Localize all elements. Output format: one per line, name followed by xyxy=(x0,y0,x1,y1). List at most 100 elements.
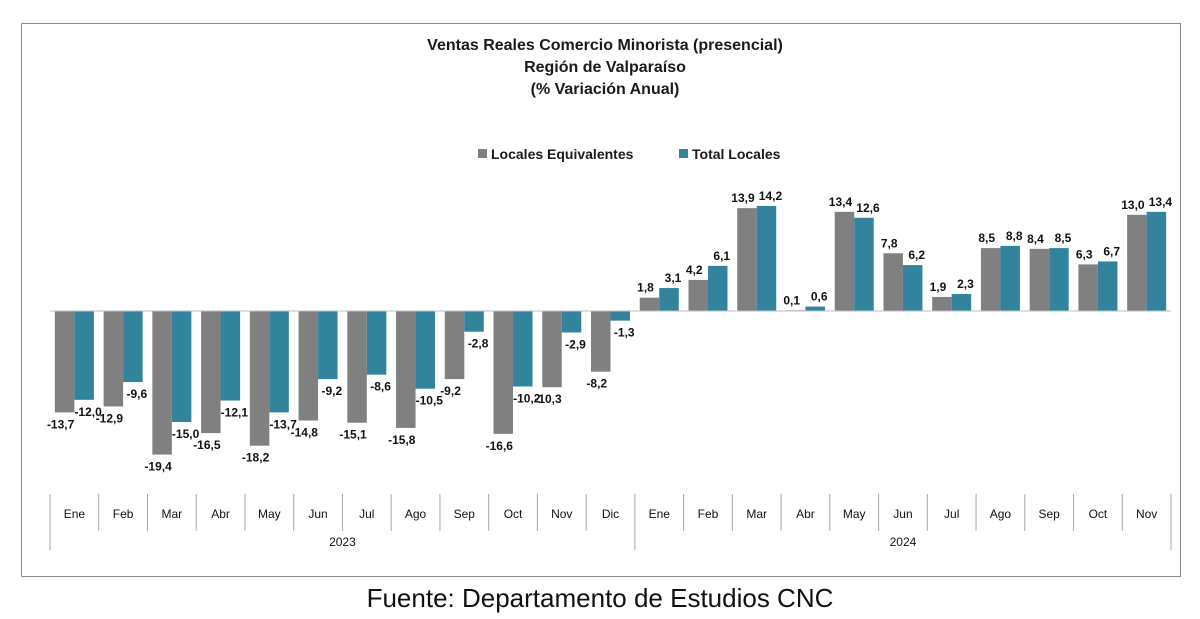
tick-label-5: May xyxy=(258,507,281,521)
data-label-s1-18: 7,8 xyxy=(881,236,898,250)
tick-label-20: Ago xyxy=(990,507,1012,521)
data-label-s1-12: -8,2 xyxy=(586,377,607,391)
bar-s1-17 xyxy=(834,211,855,311)
bar-s2-7 xyxy=(366,311,387,375)
bar-s2-21 xyxy=(1049,248,1069,311)
chart-title: Ventas Reales Comercio Minorista (presen… xyxy=(427,37,783,98)
data-label-s1-14: 4,2 xyxy=(686,263,703,277)
bar-s2-22 xyxy=(1097,261,1118,311)
bar-s1-18 xyxy=(883,253,903,311)
chart-frame xyxy=(21,23,1181,577)
tick-label-13: Ene xyxy=(649,507,671,521)
data-label-s2-9: -2,8 xyxy=(468,337,489,351)
bar-s2-15 xyxy=(756,205,777,311)
data-labels: -13,7-12,0-12,9-9,6-19,4-15,0-16,5-12,1-… xyxy=(47,189,1172,474)
data-label-s2-18: 6,2 xyxy=(908,248,925,262)
data-label-s1-7: -15,1 xyxy=(339,428,367,442)
tick-label-6: Jun xyxy=(308,507,327,521)
bar-s1-4 xyxy=(201,311,221,434)
tick-label-9: Sep xyxy=(454,507,476,521)
data-label-s2-19: 2,3 xyxy=(957,277,974,291)
tick-label-1: Ene xyxy=(64,507,86,521)
bar-s2-3 xyxy=(171,311,192,422)
data-label-s1-22: 6,3 xyxy=(1076,247,1093,261)
tick-label-19: Jul xyxy=(944,507,959,521)
data-label-s2-3: -15,0 xyxy=(172,427,200,441)
data-label-s2-16: 0,6 xyxy=(811,290,828,304)
data-label-s2-20: 8,8 xyxy=(1006,229,1023,243)
group-label-1: 2023 xyxy=(329,535,356,549)
tick-label-8: Ago xyxy=(405,507,427,521)
bar-s2-18 xyxy=(902,265,923,311)
data-label-s1-8: -15,8 xyxy=(388,433,416,447)
data-label-s2-14: 6,1 xyxy=(713,249,730,263)
bar-s2-4 xyxy=(220,311,241,401)
data-label-s2-5: -13,7 xyxy=(269,417,297,431)
data-label-s2-8: -10,5 xyxy=(416,394,444,408)
data-label-s1-13: 1,8 xyxy=(637,281,654,295)
data-label-s2-23: 13,4 xyxy=(1149,195,1173,209)
bar-s1-3 xyxy=(152,311,172,455)
data-label-s2-7: -8,6 xyxy=(370,380,391,394)
data-label-s2-13: 3,1 xyxy=(665,271,682,285)
data-label-s2-17: 12,6 xyxy=(856,201,880,215)
data-label-s1-4: -16,5 xyxy=(193,438,221,452)
tick-label-12: Dic xyxy=(602,507,619,521)
title-line-2: Región de Valparaíso xyxy=(524,59,686,76)
data-label-s1-10: -16,6 xyxy=(486,439,514,453)
bar-s1-1 xyxy=(54,311,75,413)
data-label-s2-2: -9,6 xyxy=(127,387,148,401)
bar-s2-2 xyxy=(123,311,143,383)
data-label-s1-15: 13,9 xyxy=(731,191,755,205)
bar-s1-9 xyxy=(444,311,465,380)
bar-s1-15 xyxy=(737,208,757,311)
bar-s1-23 xyxy=(1127,214,1147,311)
tick-label-23: Nov xyxy=(1136,507,1157,521)
data-label-s1-16: 0,1 xyxy=(783,293,800,307)
legend-label-1: Locales Equivalentes xyxy=(491,146,634,162)
bar-s2-23 xyxy=(1146,211,1167,311)
data-label-s2-12: -1,3 xyxy=(614,326,635,340)
data-label-s2-11: -2,9 xyxy=(565,337,586,351)
bar-s1-12 xyxy=(591,311,611,372)
data-label-s2-22: 6,7 xyxy=(1103,244,1120,258)
bar-s2-9 xyxy=(464,311,484,332)
x-axis: Ene Feb Mar Abr May Jun Jul Ago Sep Oct Nov Dic Ene F… xyxy=(49,310,1172,550)
bar-s2-20 xyxy=(1000,245,1020,311)
tick-label-14: Feb xyxy=(698,507,719,521)
tick-label-17: May xyxy=(843,507,866,521)
data-label-s1-17: 13,4 xyxy=(829,195,853,209)
bar-s2-16 xyxy=(805,306,825,311)
legend-swatch-1 xyxy=(478,149,487,158)
tick-label-22: Oct xyxy=(1089,507,1108,521)
legend-label-2: Total Locales xyxy=(692,146,781,162)
bar-s1-10 xyxy=(493,311,514,434)
tick-label-11: Nov xyxy=(551,507,572,521)
bar-s1-21 xyxy=(1029,248,1050,311)
data-label-s1-6: -14,8 xyxy=(291,426,319,440)
tick-label-15: Mar xyxy=(746,507,767,521)
bar-s2-19 xyxy=(951,293,972,311)
source-note: Fuente: Departamento de Estudios CNC xyxy=(366,583,834,613)
bar-s1-7 xyxy=(347,311,367,423)
tick-label-2: Feb xyxy=(113,507,134,521)
bar-s2-10 xyxy=(513,311,533,387)
data-label-s2-4: -12,1 xyxy=(221,406,249,420)
bar-s2-14 xyxy=(707,265,728,311)
data-label-s1-23: 13,0 xyxy=(1121,198,1145,212)
data-label-s1-3: -19,4 xyxy=(144,460,172,474)
bars xyxy=(54,205,1167,455)
bar-s1-11 xyxy=(542,311,562,388)
tick-label-10: Oct xyxy=(504,507,523,521)
bar-s2-13 xyxy=(659,288,679,311)
data-label-s2-21: 8,5 xyxy=(1055,231,1072,245)
bar-s2-12 xyxy=(610,311,631,321)
legend-swatch-2 xyxy=(679,149,688,158)
chart: Ventas Reales Comercio Minorista (presen… xyxy=(47,37,1172,550)
tick-label-7: Jul xyxy=(359,507,374,521)
bar-s2-8 xyxy=(415,311,436,389)
bar-s2-1 xyxy=(74,311,94,400)
bar-s1-19 xyxy=(932,296,952,311)
data-label-s1-9: -9,2 xyxy=(440,384,461,398)
legend: Locales Equivalentes Total Locales xyxy=(478,146,781,162)
